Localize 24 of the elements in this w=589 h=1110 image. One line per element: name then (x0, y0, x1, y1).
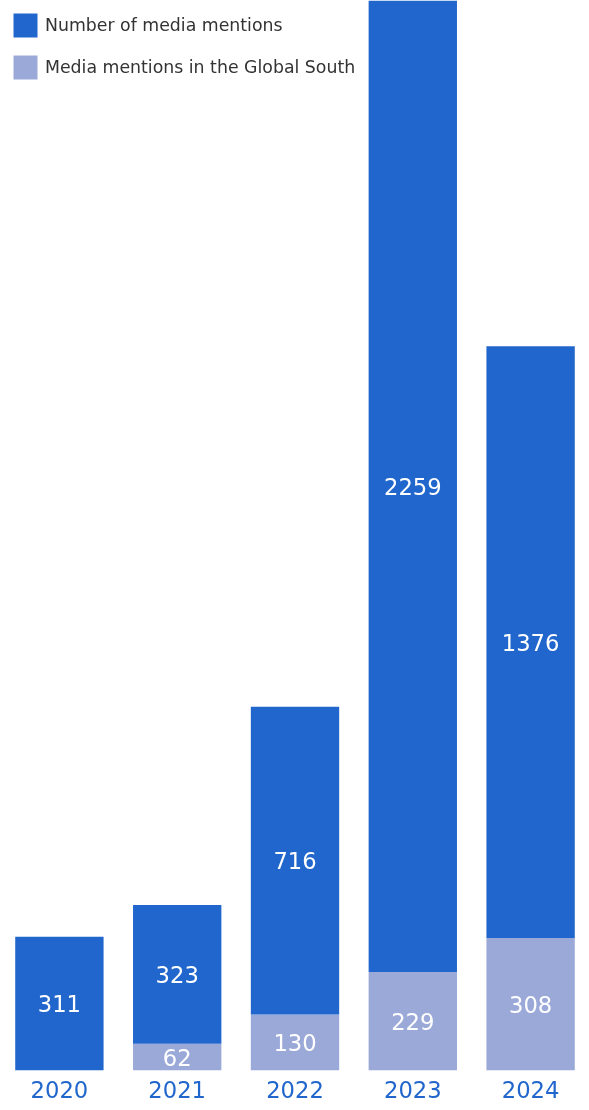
data-label: 130 (273, 1030, 317, 1057)
data-label: 311 (37, 991, 82, 1018)
data-label: 716 (273, 848, 317, 875)
data-label: 2259 (383, 473, 442, 500)
bar (368, 0, 457, 973)
legend-label: Number of media mentions (45, 15, 283, 35)
data-label: 1376 (501, 629, 560, 656)
x-tick-label: 2021 (148, 1076, 207, 1103)
bar (486, 346, 575, 939)
bar (133, 904, 222, 1044)
x-tick-label: 2024 (501, 1076, 560, 1103)
x-tick-label: 2020 (30, 1076, 89, 1103)
data-label: 308 (508, 991, 553, 1018)
bar (368, 972, 457, 1071)
data-label: 229 (391, 1008, 435, 1035)
bar (486, 938, 575, 1071)
x-tick-label: 2023 (383, 1076, 442, 1103)
bar (15, 936, 104, 1071)
bar (250, 706, 340, 1015)
data-label: 323 (155, 961, 199, 988)
x-tick-label: 2022 (266, 1076, 324, 1103)
bar (250, 1014, 340, 1071)
data-label: 62 (162, 1044, 192, 1071)
legend-label: Media mentions in the Global South (45, 57, 356, 77)
